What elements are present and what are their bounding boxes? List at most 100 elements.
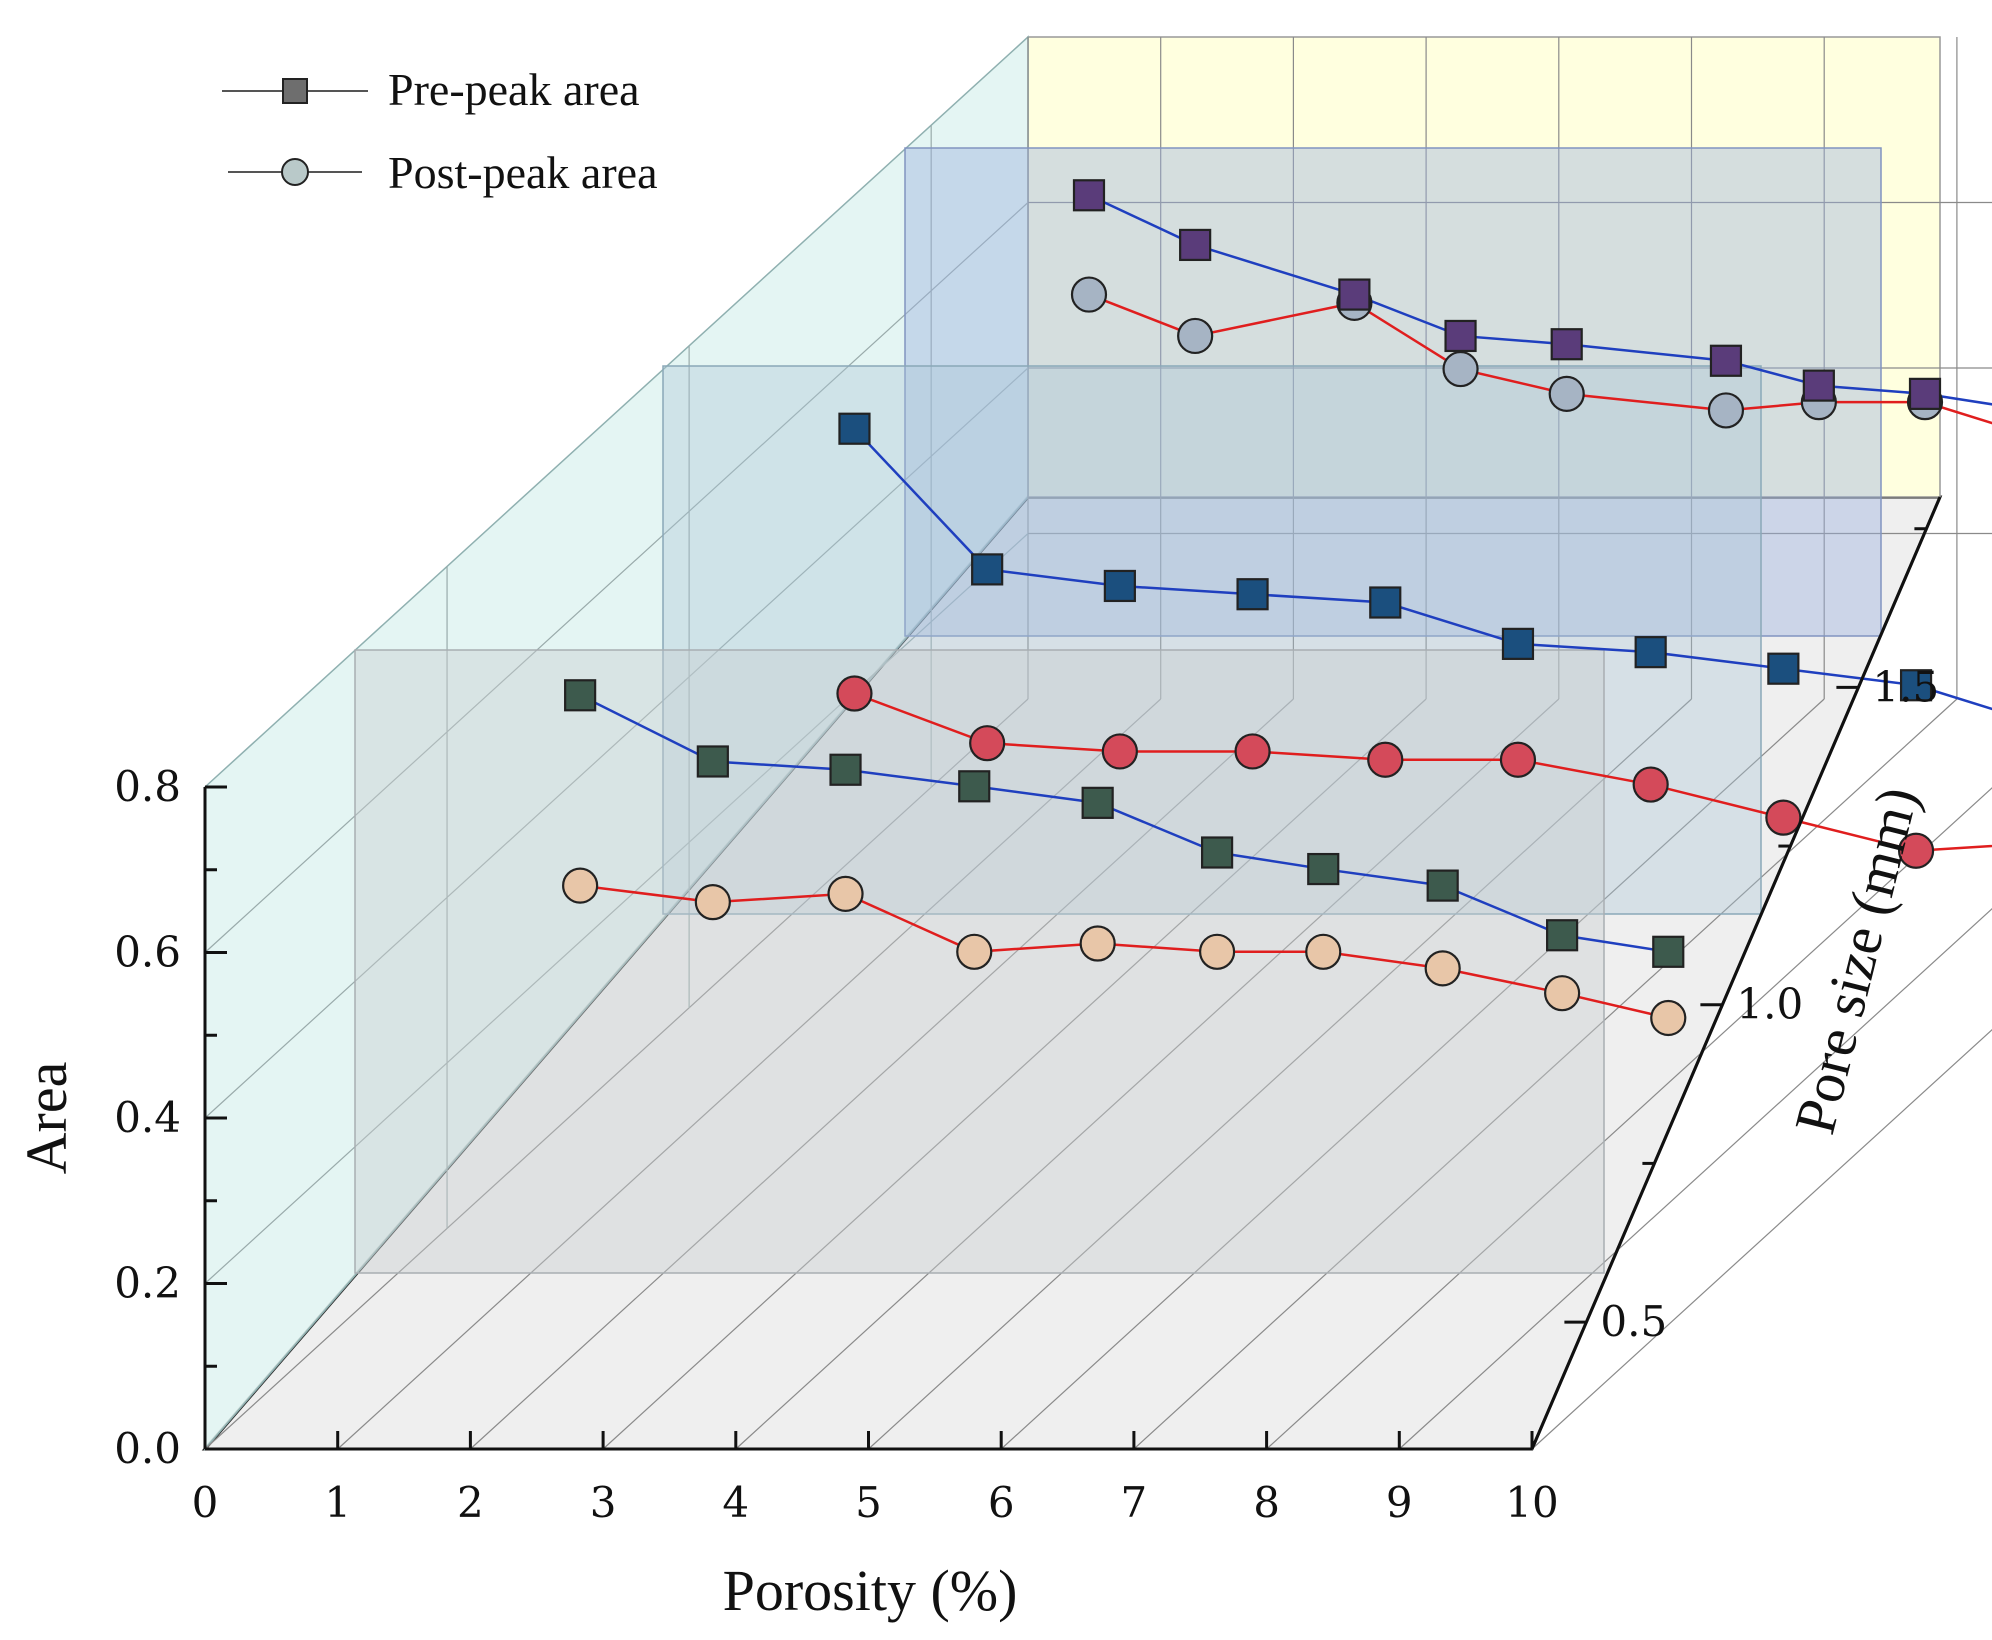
pre-peak-point xyxy=(1550,328,1583,361)
pre-peak-point xyxy=(971,553,1004,586)
pre-peak-point xyxy=(1426,869,1459,902)
floor-grid-line xyxy=(1000,698,1825,1450)
pre-peak-point xyxy=(1338,278,1371,311)
x-tick-label: 7 xyxy=(1121,1478,1148,1527)
post-peak-point xyxy=(1079,925,1116,962)
legend-label-post: Post-peak area xyxy=(388,147,658,198)
post-peak-point xyxy=(1765,799,1802,836)
post-peak-point xyxy=(1897,832,1935,869)
post-peak-point xyxy=(1424,950,1461,987)
post-peak-point xyxy=(836,675,873,712)
post-peak-point xyxy=(827,875,864,912)
post-peak-line xyxy=(854,692,1992,853)
grid-lines xyxy=(204,37,1992,1450)
pre-peak-line xyxy=(579,694,1669,954)
legend-label-pre: Pre-peak area xyxy=(388,64,640,115)
floor-grid-line xyxy=(868,698,1692,1450)
legend-marker-post xyxy=(281,158,309,186)
post-peak-point xyxy=(1198,933,1236,970)
pre-peak-point xyxy=(1501,627,1535,660)
pre-peak-point xyxy=(1444,319,1477,353)
axis-ticks: 0 1 2 3 4 5 6 7 8 9 10 0.0 0.2 0.4 0.6 0.8 0.5 1.0 1.5 xyxy=(114,527,1939,1527)
pre-peak-point xyxy=(958,770,991,803)
post-peak-point xyxy=(1305,933,1342,970)
pore-plane-1.5 xyxy=(904,147,1882,637)
post-peak-point xyxy=(1499,741,1537,778)
x-tick-label: 3 xyxy=(590,1478,617,1527)
legend: Pre-peak area Post-peak area xyxy=(222,64,658,198)
pre-peak-point xyxy=(1634,636,1667,669)
x-tick-label: 0 xyxy=(192,1478,219,1527)
post-peak-point xyxy=(1707,392,1745,429)
x-tick-label: 1 xyxy=(324,1478,351,1527)
x-tick-label: 9 xyxy=(1386,1478,1413,1527)
x-tick-label: 5 xyxy=(855,1478,882,1527)
y-axis-title: Area xyxy=(14,1062,79,1175)
post-peak-point xyxy=(1070,276,1108,313)
left-grid-line xyxy=(204,202,1029,953)
left-grid-line xyxy=(204,533,1029,1284)
y-tick-label: 0.4 xyxy=(114,1093,181,1142)
pre-peak-point xyxy=(1899,669,1933,702)
y-tick-label: 0.2 xyxy=(114,1259,181,1308)
pre-peak-point xyxy=(1369,586,1402,619)
post-peak-point xyxy=(1650,999,1687,1037)
floor-grid-line xyxy=(204,698,1029,1450)
pre-peak-point xyxy=(838,412,871,445)
post-peak-point xyxy=(1632,766,1669,803)
post-peak-point xyxy=(1177,317,1214,355)
pre-peak-point xyxy=(1767,652,1800,685)
z-axis-title: Pore size (mm) xyxy=(1782,781,1931,1141)
pre-peak-point xyxy=(1307,852,1340,886)
pre-peak-point xyxy=(696,745,729,778)
y-tick-label: 0.8 xyxy=(114,762,181,811)
x-tick-label: 6 xyxy=(988,1478,1015,1527)
pre-peak-point xyxy=(1709,344,1743,377)
x-tick-label: 4 xyxy=(722,1478,749,1527)
left-grid-line xyxy=(204,367,1029,1119)
post-peak-point xyxy=(1101,733,1138,770)
post-peak-point xyxy=(1442,350,1479,388)
legend-marker-pre xyxy=(282,78,308,104)
y-tick-label: 0.0 xyxy=(114,1424,181,1473)
post-peak-point xyxy=(1544,975,1581,1012)
pre-peak-point xyxy=(1081,786,1114,819)
post-peak-point xyxy=(1234,733,1271,770)
floor-grid-line xyxy=(1266,787,1992,1450)
floor-grid-line xyxy=(1398,908,1992,1450)
pre-peak-point xyxy=(829,753,862,786)
z-tick-label: 0.5 xyxy=(1600,1297,1667,1346)
x-tick-label: 10 xyxy=(1505,1478,1558,1527)
floor-grid-line xyxy=(337,698,1162,1450)
series-layer xyxy=(562,179,1992,1037)
post-peak-point xyxy=(694,884,731,921)
z-tick-label: 1.0 xyxy=(1736,980,1803,1029)
floor-grid-line xyxy=(1133,698,1958,1450)
z-axis-line xyxy=(1530,496,1942,1450)
pre-peak-point xyxy=(1802,369,1835,402)
pre-peak-point xyxy=(1179,228,1212,262)
post-peak-line xyxy=(579,884,1669,1020)
pre-peak-point xyxy=(1546,919,1579,952)
x-tick-label: 2 xyxy=(457,1478,484,1527)
post-peak-point xyxy=(1367,741,1404,778)
z-tick-label: 1.5 xyxy=(1872,662,1939,711)
pre-peak-line xyxy=(1088,194,1992,406)
y-tick-label: 0.6 xyxy=(114,928,181,977)
floor-grid-line xyxy=(1531,1028,1992,1450)
floor-grid-line xyxy=(602,698,1427,1450)
floor-grid-line xyxy=(469,698,1294,1450)
x-axis-title: Porosity (%) xyxy=(723,1558,1018,1623)
post-peak-point xyxy=(1548,375,1585,412)
post-peak-point xyxy=(956,933,993,970)
floor-grid-line xyxy=(735,698,1560,1450)
post-peak-line xyxy=(1088,293,1992,425)
pre-peak-point xyxy=(1652,935,1685,968)
pore-plane-1.0 xyxy=(662,365,1762,915)
x-tick-label: 8 xyxy=(1253,1478,1280,1527)
pre-peak-point xyxy=(1236,578,1269,611)
pre-peak-point xyxy=(1103,569,1136,603)
pre-peak-point xyxy=(564,679,597,712)
pre-peak-point xyxy=(1200,836,1234,869)
